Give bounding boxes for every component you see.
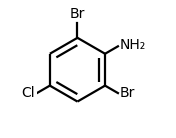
Text: NH₂: NH₂ (120, 38, 146, 52)
Text: Br: Br (120, 86, 135, 100)
Text: Cl: Cl (22, 86, 35, 100)
Text: Br: Br (70, 7, 85, 21)
